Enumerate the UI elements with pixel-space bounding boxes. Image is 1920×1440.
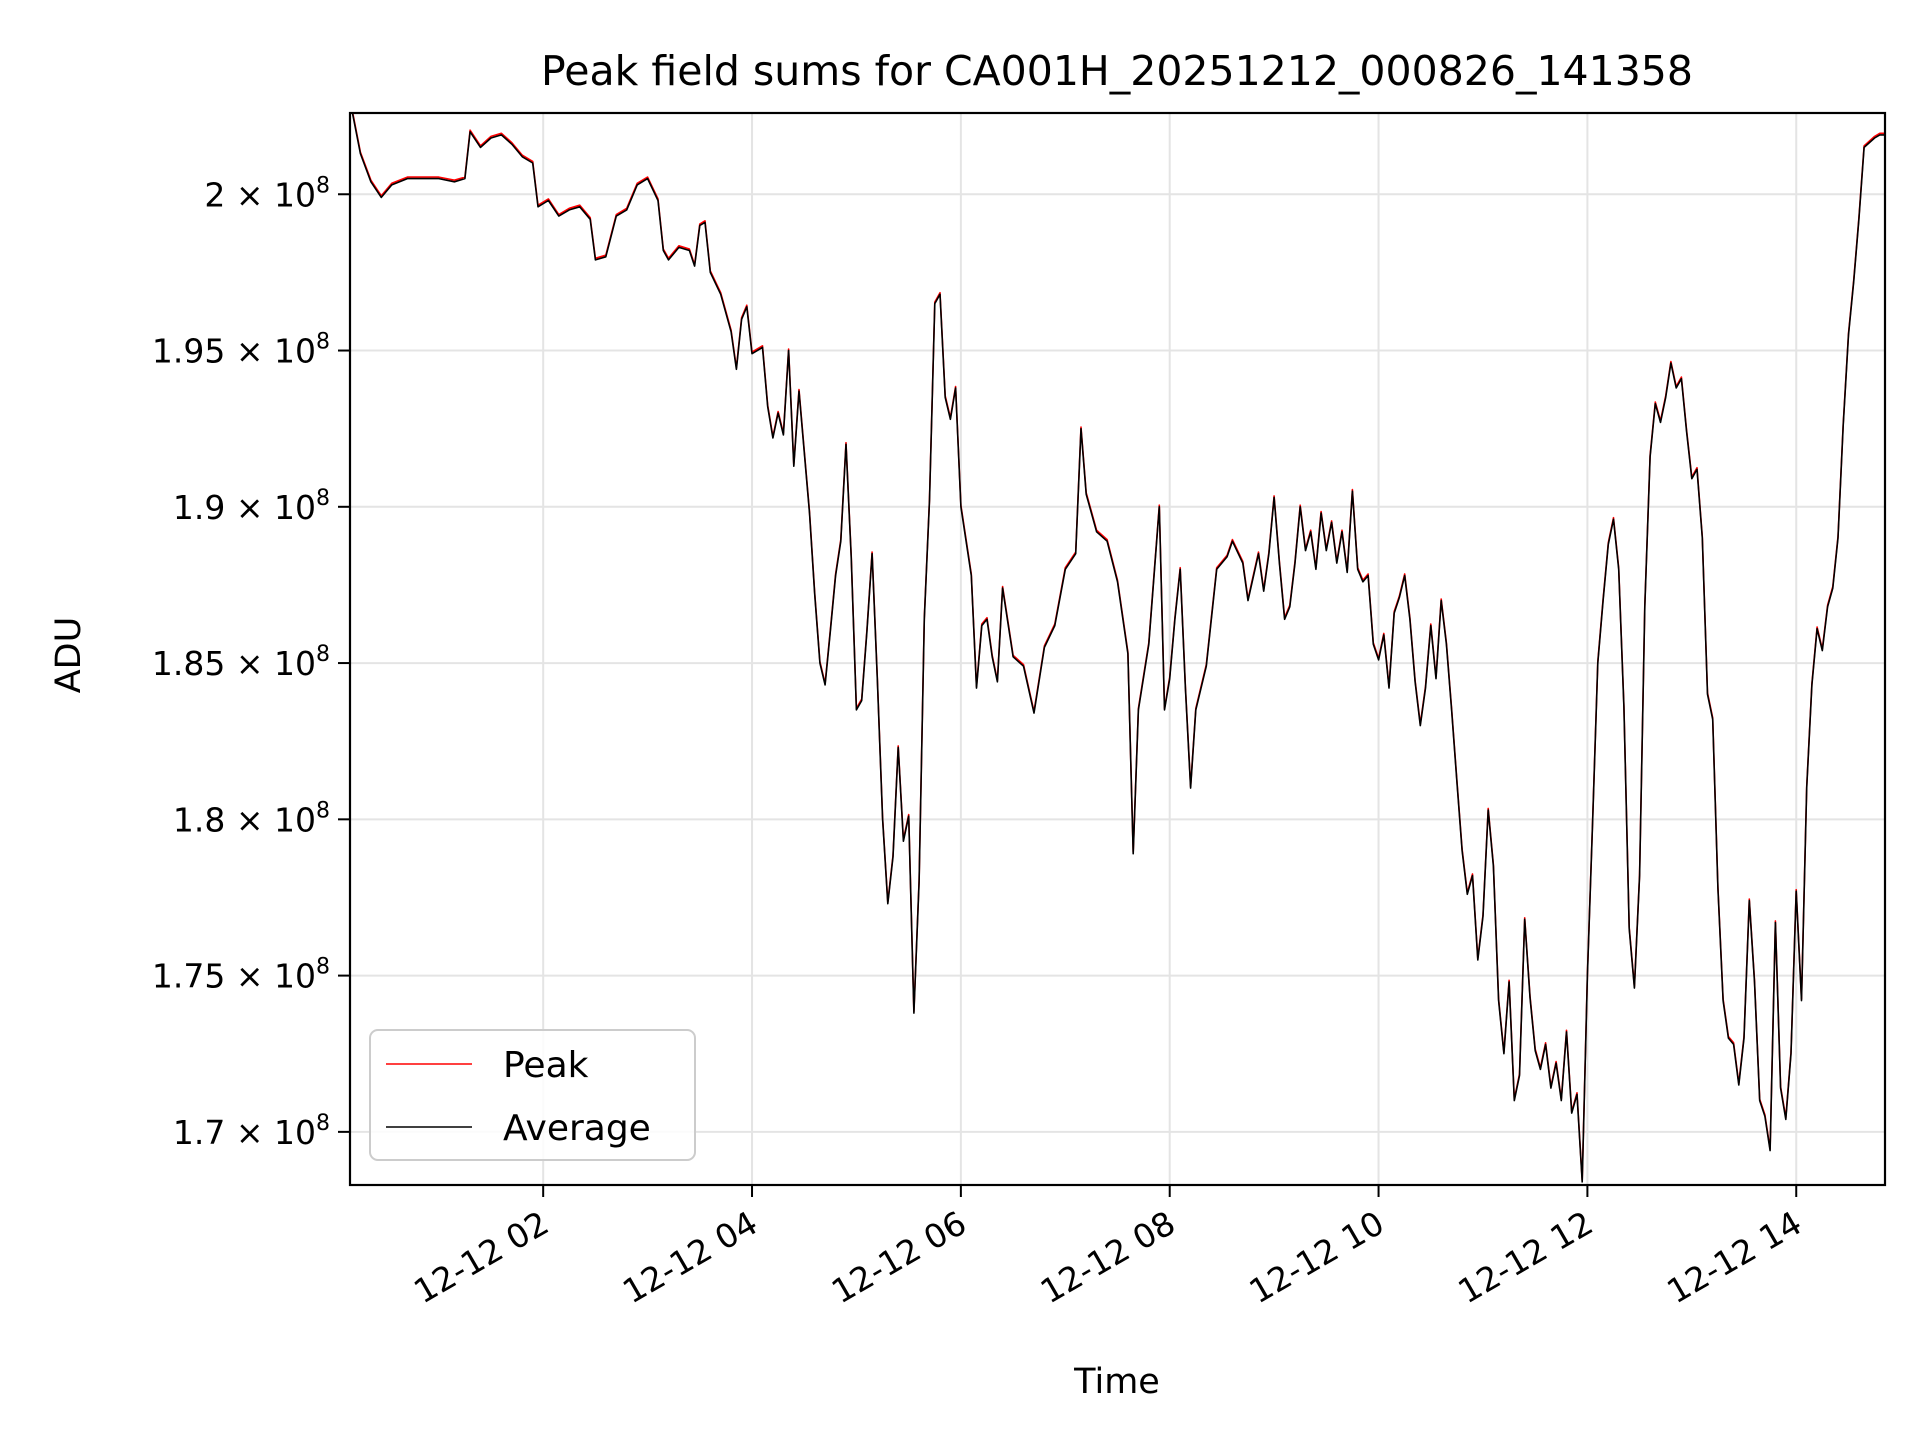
series-line-average: [351, 113, 1885, 1183]
legend-label-peak: Peak: [503, 1045, 589, 1086]
y-tick-label: 2 × 108: [204, 173, 330, 214]
legend-label-average: Average: [503, 1108, 651, 1149]
y-tick-label: 1.75 × 108: [152, 955, 330, 996]
y-tick-label: 1.85 × 108: [152, 642, 330, 683]
y-axis-ticks: 1.7 × 108 1.75 × 108 1.8 × 108 1.85 × 108 1.…: [152, 173, 350, 1152]
chart-title: Peak field sums for CA001H_20251212_0008…: [541, 47, 1693, 95]
y-tick-label: 1.95 × 108: [152, 330, 330, 371]
plot-lines: [351, 113, 1885, 1183]
y-axis-label: ADU: [49, 617, 89, 694]
y-tick-label: 1.9 × 108: [173, 486, 330, 527]
legend: Peak Average: [369, 1029, 696, 1161]
y-tick-label: 1.7 × 108: [173, 1111, 330, 1152]
y-tick-label: 1.8 × 108: [173, 798, 330, 839]
x-axis-label: Time: [1073, 1362, 1160, 1402]
plot-frame: [348, 111, 1887, 1187]
